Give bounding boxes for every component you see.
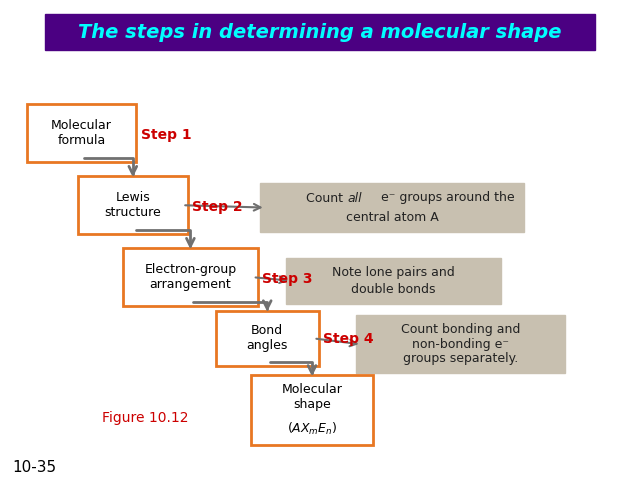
Text: Molecular
formula: Molecular formula [51,119,112,147]
FancyBboxPatch shape [260,183,524,232]
Text: Step 4: Step 4 [323,332,374,347]
Text: Step 1: Step 1 [141,128,191,143]
Text: non-bonding e⁻: non-bonding e⁻ [412,338,509,351]
FancyBboxPatch shape [251,375,373,445]
FancyBboxPatch shape [356,315,565,373]
Text: Step 2: Step 2 [192,200,243,215]
Text: groups separately.: groups separately. [403,352,518,365]
FancyBboxPatch shape [78,176,188,234]
FancyBboxPatch shape [27,104,136,162]
Text: 10-35: 10-35 [13,460,57,476]
Text: all: all [347,192,362,204]
Text: Lewis
structure: Lewis structure [104,191,161,219]
Text: Count: Count [306,192,347,204]
Text: Note lone pairs and: Note lone pairs and [332,265,455,279]
FancyBboxPatch shape [45,14,595,50]
Text: The steps in determining a molecular shape: The steps in determining a molecular sha… [78,23,562,42]
Text: Count bonding and: Count bonding and [401,324,520,336]
FancyBboxPatch shape [286,258,501,304]
Text: Bond
angles: Bond angles [246,324,288,352]
Text: $(AX_mE_n)$: $(AX_mE_n)$ [287,421,337,437]
FancyBboxPatch shape [123,248,258,306]
Text: Step 3: Step 3 [262,272,313,287]
Text: central atom A: central atom A [346,211,438,224]
Text: e⁻ groups around the: e⁻ groups around the [376,192,515,204]
Text: Molecular
shape: Molecular shape [282,383,342,411]
Text: double bonds: double bonds [351,283,436,296]
Text: Figure 10.12: Figure 10.12 [102,410,189,425]
Text: Electron-group
arrangement: Electron-group arrangement [145,263,236,291]
FancyBboxPatch shape [216,311,319,366]
